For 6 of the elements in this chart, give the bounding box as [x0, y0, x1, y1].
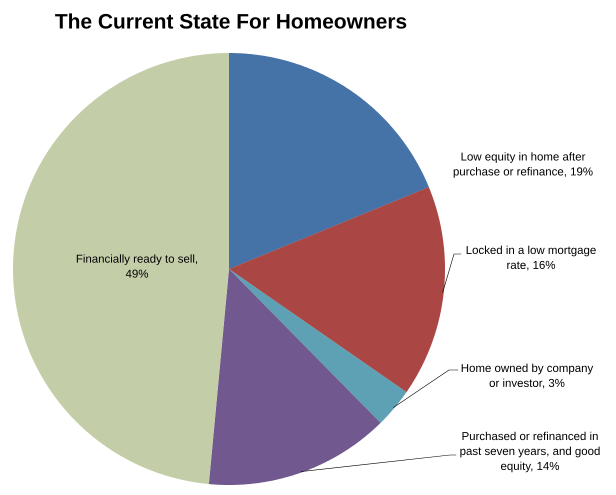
- slice-label: Home owned by company or investor, 3%: [462, 364, 594, 388]
- slice-label: Low equity in home after purchase or refinance, 19%: [454, 152, 593, 178]
- slice-label: Financially ready to sell, 49%: [76, 254, 198, 278]
- slice-label: Purchased or refinanced in past seven years, and good equity, 14%: [460, 432, 600, 472]
- slice-label: Locked in a low mortgage rate, 16%: [466, 246, 596, 270]
- chart-title: The Current State For Homeowners: [55, 13, 406, 29]
